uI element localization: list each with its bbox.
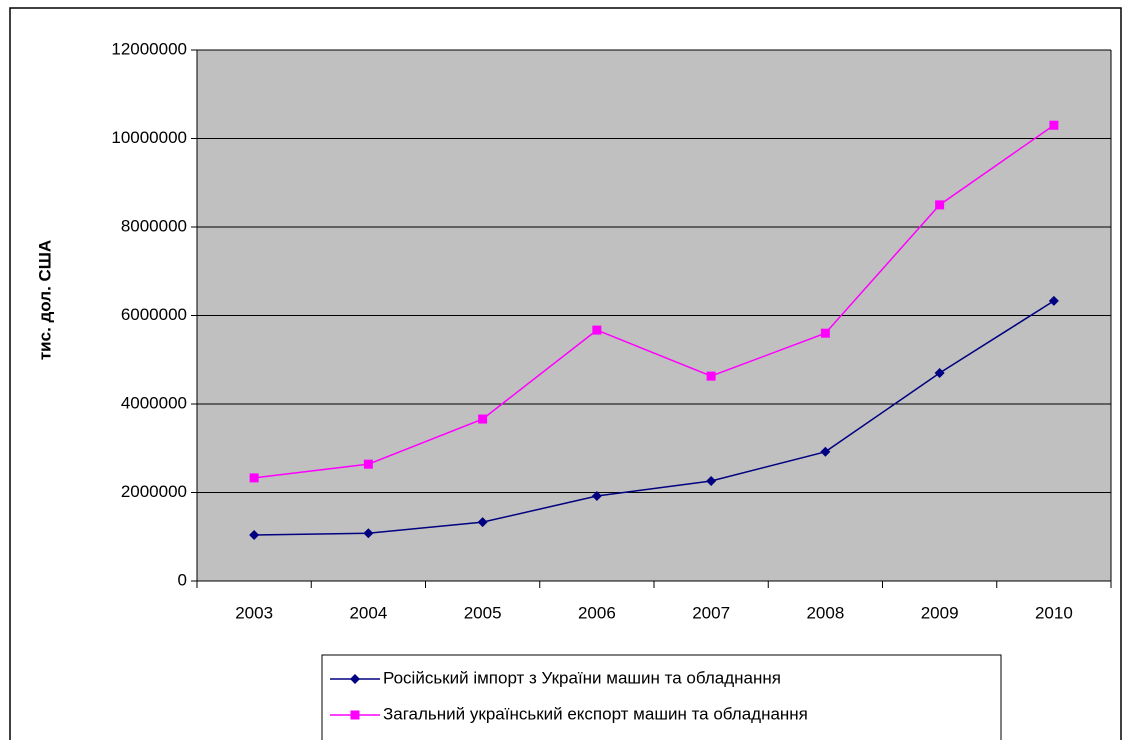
legend-box: [321, 654, 1002, 740]
y-tick-label: 0: [178, 570, 187, 589]
x-tick-label: 2008: [806, 603, 844, 622]
x-tick-label: 2006: [578, 603, 616, 622]
x-tick-label: 2004: [349, 603, 387, 622]
marker: [935, 200, 945, 210]
y-tick-label: 10000000: [111, 128, 187, 147]
marker: [706, 475, 717, 486]
marker: [350, 710, 360, 720]
series-line: [254, 124, 1055, 479]
marker: [934, 368, 945, 379]
marker: [363, 459, 373, 469]
marker: [350, 674, 360, 684]
marker: [591, 491, 602, 502]
marker: [820, 446, 831, 457]
x-tick-label: 2007: [692, 603, 730, 622]
marker: [1049, 120, 1059, 130]
y-axis-label: тис. дол. США: [35, 240, 54, 360]
x-tick-label: 2010: [1035, 603, 1073, 622]
marker: [363, 528, 374, 539]
y-tick-label: 4000000: [121, 393, 187, 412]
x-tick-label: 2003: [235, 603, 273, 622]
marker: [249, 473, 259, 483]
marker: [706, 371, 716, 381]
legend-label: Загальний український експорт машин та о…: [383, 704, 808, 723]
y-tick-label: 2000000: [121, 482, 187, 501]
y-tick-label: 8000000: [121, 216, 187, 235]
y-tick-label: 6000000: [121, 305, 187, 324]
marker: [477, 517, 488, 528]
marker: [249, 529, 260, 540]
legend-label: Російський імпорт з України машин та обл…: [383, 668, 781, 687]
series-line: [254, 300, 1055, 536]
x-tick-label: 2005: [464, 603, 502, 622]
y-tick-label: 12000000: [111, 39, 187, 58]
marker: [592, 325, 602, 335]
marker: [820, 328, 830, 338]
marker: [1048, 295, 1059, 306]
marker: [478, 414, 488, 424]
x-tick-label: 2009: [921, 603, 959, 622]
